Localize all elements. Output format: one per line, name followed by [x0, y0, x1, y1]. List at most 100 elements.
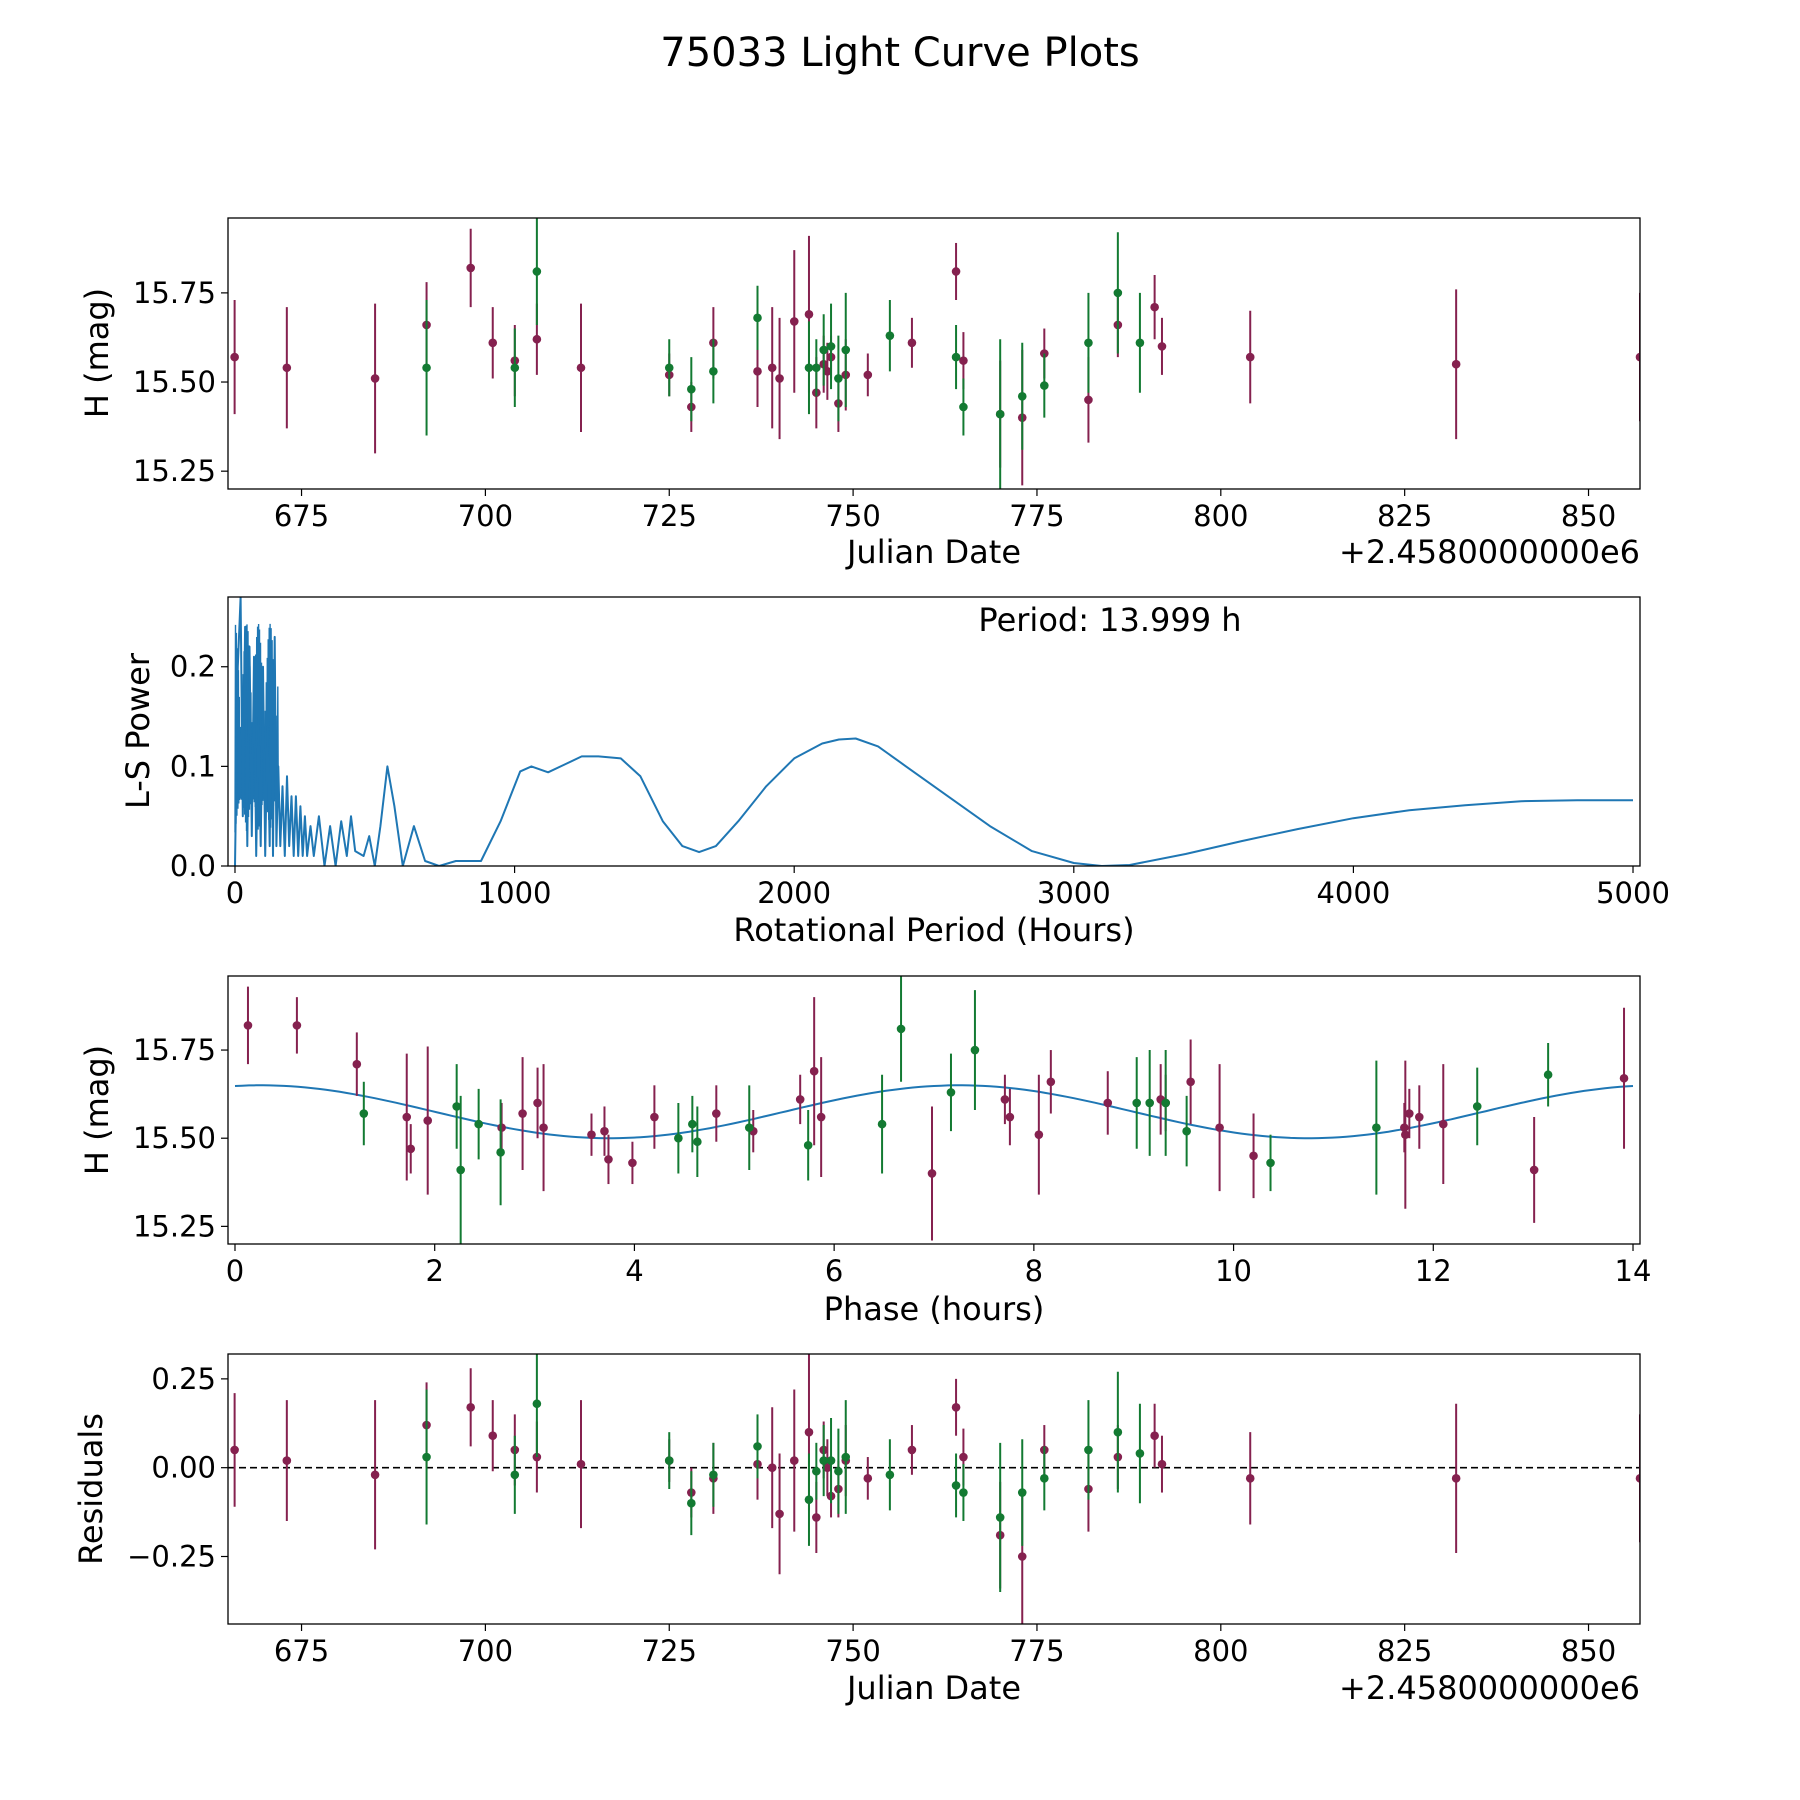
point-marker	[1529, 1165, 1539, 1175]
point-marker	[1415, 1112, 1424, 1122]
point-marker	[804, 363, 814, 373]
point-marker	[803, 1140, 813, 1150]
point-marker	[959, 1452, 968, 1462]
x-axis-label: Julian Date	[845, 1669, 1021, 1707]
series-green	[359, 976, 1553, 1244]
point-marker	[951, 267, 961, 276]
data-point	[795, 1074, 805, 1125]
series-line-periodogram	[234, 597, 1633, 866]
data-point	[1103, 1071, 1113, 1135]
data-point	[539, 1064, 548, 1192]
point-marker	[687, 1498, 696, 1508]
point-marker	[1619, 1073, 1629, 1083]
point-marker	[1000, 1095, 1010, 1104]
data-point	[1000, 1074, 1010, 1125]
series-green	[422, 218, 1145, 489]
point-marker	[1017, 1552, 1027, 1561]
point-marker	[532, 1399, 542, 1409]
point-marker	[518, 1109, 527, 1118]
plot-area	[234, 976, 1634, 1244]
data-point	[230, 300, 239, 415]
point-marker	[970, 1045, 980, 1055]
point-marker	[809, 1066, 819, 1076]
data-point	[1619, 1007, 1629, 1149]
point-marker	[1161, 1098, 1170, 1108]
x-tick-label: 750	[825, 499, 880, 533]
point-marker	[863, 1474, 873, 1483]
point-marker	[834, 1466, 843, 1476]
point-marker	[1034, 1130, 1044, 1139]
data-point	[1245, 310, 1255, 404]
data-point	[1543, 1043, 1553, 1107]
data-point	[834, 335, 843, 422]
point-marker	[1113, 1427, 1123, 1437]
data-point	[474, 1088, 483, 1160]
axes-frame	[227, 975, 1641, 1245]
x-tick-label: 825	[1377, 499, 1432, 533]
point-marker	[693, 1137, 702, 1147]
data-point	[1005, 1088, 1015, 1146]
point-marker	[775, 374, 784, 383]
point-marker	[532, 334, 542, 344]
point-marker	[1150, 302, 1159, 312]
point-marker	[795, 1095, 805, 1104]
point-marker	[1046, 1077, 1056, 1087]
point-marker	[753, 367, 762, 376]
data-point	[995, 1442, 1005, 1593]
point-marker	[230, 1445, 239, 1455]
data-point	[1266, 1134, 1275, 1192]
point-marker	[402, 1112, 412, 1122]
data-point	[1415, 1085, 1424, 1149]
point-marker	[951, 352, 961, 362]
data-point	[823, 342, 832, 400]
point-marker	[1245, 1474, 1255, 1483]
data-point	[532, 1354, 542, 1458]
data-point	[823, 1439, 832, 1497]
point-marker	[744, 1123, 754, 1132]
point-marker	[466, 263, 475, 273]
data-point	[995, 339, 1005, 489]
point-marker	[1635, 1474, 1640, 1483]
data-point	[826, 303, 836, 390]
point-marker	[1405, 1109, 1414, 1118]
point-marker	[282, 1456, 292, 1465]
data-point	[1150, 1403, 1159, 1468]
point-marker	[604, 1155, 613, 1164]
point-marker	[488, 338, 498, 348]
point-marker	[674, 1133, 683, 1143]
point-marker	[230, 352, 239, 362]
y-tick-label: 15.50	[133, 1121, 216, 1155]
x-axis-label: Rotational Period (Hours)	[733, 911, 1134, 949]
data-point	[951, 1453, 961, 1518]
data-point	[753, 1414, 762, 1479]
data-point	[674, 1102, 683, 1174]
point-marker	[687, 384, 696, 394]
point-marker	[1372, 1123, 1381, 1132]
data-point	[863, 353, 873, 397]
data-point	[370, 303, 380, 454]
data-point	[510, 1435, 520, 1514]
point-marker	[243, 1021, 253, 1030]
data-point	[951, 1378, 961, 1436]
point-marker	[600, 1126, 609, 1136]
data-point	[1161, 1050, 1170, 1156]
data-point	[1084, 292, 1093, 393]
point-marker	[466, 1402, 475, 1412]
data-point	[959, 378, 968, 436]
data-point	[518, 1057, 527, 1170]
data-point	[812, 1442, 821, 1500]
point-marker	[959, 356, 968, 365]
data-point	[1113, 232, 1123, 354]
data-point	[352, 1032, 362, 1096]
point-marker	[789, 1456, 799, 1465]
data-point	[687, 1471, 696, 1536]
point-marker	[1157, 342, 1167, 351]
data-point	[496, 1099, 505, 1206]
point-marker	[452, 1102, 461, 1111]
data-point	[812, 339, 821, 397]
data-point	[951, 324, 961, 390]
point-marker	[775, 1509, 784, 1519]
data-point	[1182, 1095, 1191, 1167]
y-tick-label: 0.0	[170, 849, 216, 883]
